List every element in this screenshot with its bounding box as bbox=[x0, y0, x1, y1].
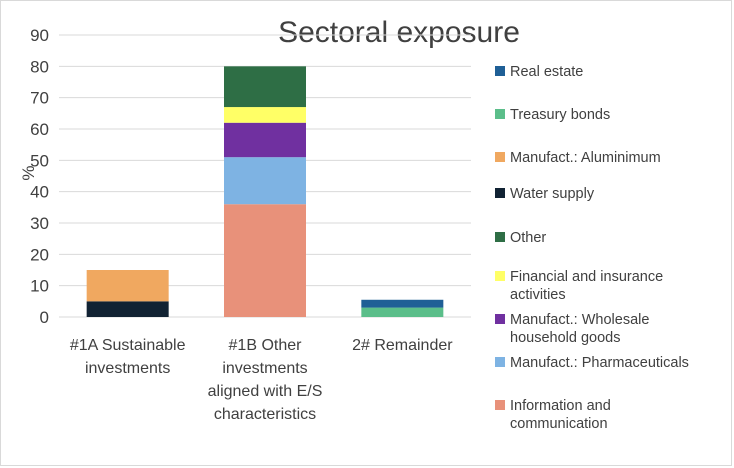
x-category-label: 2# Remainder bbox=[352, 337, 453, 354]
legend-label: Financial and insurance bbox=[510, 269, 663, 285]
y-tick-label: 80 bbox=[30, 57, 49, 76]
y-tick-label: 0 bbox=[40, 308, 49, 327]
bar-segment bbox=[224, 107, 306, 123]
legend-swatch bbox=[495, 188, 505, 198]
x-category-label: characteristics bbox=[214, 406, 316, 423]
x-category-label: #1A Sustainable bbox=[70, 337, 186, 354]
legend-swatch bbox=[495, 152, 505, 162]
x-category-label: #1B Other bbox=[229, 337, 303, 354]
bar-segment bbox=[224, 157, 306, 205]
legend-swatch bbox=[495, 66, 505, 76]
legend-label: Information and bbox=[510, 398, 611, 414]
legend-label: Manufact.: Wholesale bbox=[510, 312, 649, 328]
x-axis-categories: #1A Sustainable investments #1B Other inves… bbox=[70, 337, 453, 423]
legend-swatch bbox=[495, 400, 505, 410]
y-tick-label: 30 bbox=[30, 214, 49, 233]
bars bbox=[86, 66, 444, 317]
legend-label: communication bbox=[510, 416, 608, 432]
legend-label: Manufact.: Pharmaceuticals bbox=[510, 355, 689, 371]
legend-swatch bbox=[495, 271, 505, 281]
legend-swatch bbox=[495, 314, 505, 324]
x-category-label: aligned with E/S bbox=[208, 383, 323, 400]
bar-segment bbox=[86, 301, 169, 317]
bar-segment bbox=[224, 122, 306, 158]
legend-label: Real estate bbox=[510, 64, 583, 80]
y-tick-label: 20 bbox=[30, 245, 49, 264]
legend-swatch bbox=[495, 357, 505, 367]
chart-title: Sectoral exposure bbox=[278, 16, 520, 49]
bar-segment bbox=[224, 204, 306, 317]
bar-segment bbox=[224, 66, 306, 108]
legend: Real estate Treasury bonds Manufact.: Alum… bbox=[495, 64, 689, 432]
y-tick-label: 50 bbox=[30, 151, 49, 170]
y-axis-label: % bbox=[19, 165, 38, 180]
legend-label: household goods bbox=[510, 330, 620, 346]
y-tick-label: 60 bbox=[30, 120, 49, 139]
x-category-label: investments bbox=[85, 360, 170, 377]
y-tick-label: 70 bbox=[30, 89, 49, 108]
y-tick-label: 90 bbox=[30, 26, 49, 45]
legend-label: Water supply bbox=[510, 186, 595, 202]
bar-segment bbox=[86, 270, 169, 302]
y-axis-ticks: 0 10 20 30 40 50 60 70 80 90 bbox=[30, 26, 49, 327]
legend-swatch bbox=[495, 109, 505, 119]
legend-label: Treasury bonds bbox=[510, 107, 610, 123]
y-tick-label: 10 bbox=[30, 277, 49, 296]
bar-segment bbox=[361, 299, 444, 308]
legend-swatch bbox=[495, 232, 505, 242]
y-tick-label: 40 bbox=[30, 183, 49, 202]
bar-segment bbox=[361, 307, 444, 317]
x-category-label: investments bbox=[222, 360, 307, 377]
legend-label: activities bbox=[510, 287, 566, 303]
legend-label: Other bbox=[510, 230, 546, 246]
legend-label: Manufact.: Aluminimum bbox=[510, 150, 661, 166]
